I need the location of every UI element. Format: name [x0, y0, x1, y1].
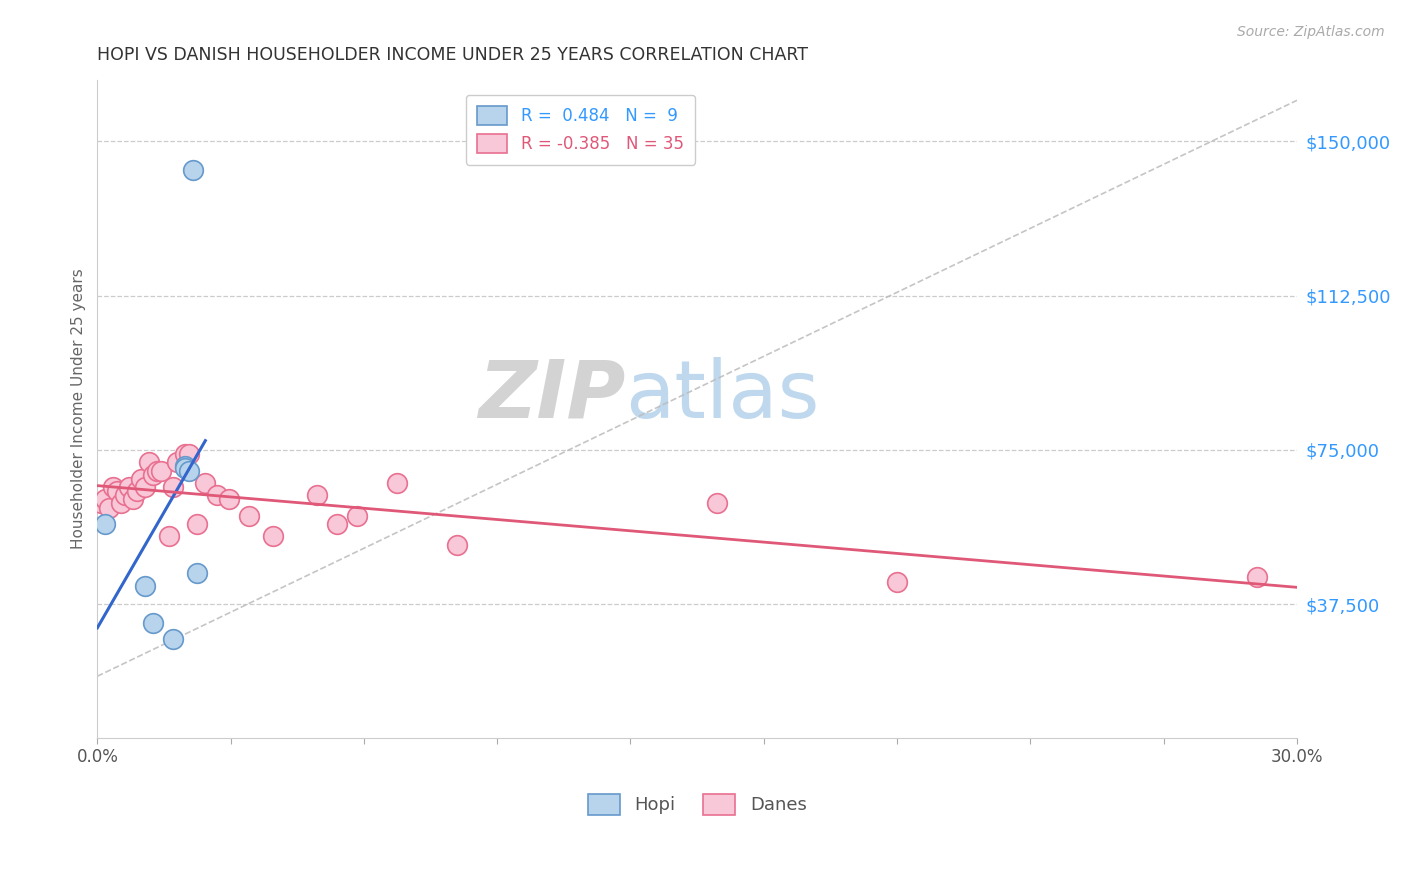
Point	[218, 492, 240, 507]
Text: atlas: atlas	[626, 357, 820, 434]
Point	[1246, 570, 1268, 584]
Y-axis label: Householder Income Under 25 years: Householder Income Under 25 years	[72, 268, 86, 549]
Point	[157, 529, 180, 543]
Point	[174, 447, 197, 461]
Point	[142, 467, 165, 482]
Point	[194, 475, 217, 490]
Text: Source: ZipAtlas.com: Source: ZipAtlas.com	[1237, 25, 1385, 39]
Point	[114, 488, 136, 502]
Point	[122, 492, 145, 507]
Point	[162, 480, 184, 494]
Point	[326, 516, 349, 531]
Point	[207, 488, 229, 502]
Point	[186, 566, 208, 581]
Point	[179, 447, 201, 461]
Point	[105, 484, 128, 499]
Point	[238, 508, 260, 523]
Point	[94, 516, 117, 531]
Point	[166, 455, 188, 469]
Point	[186, 516, 208, 531]
Point	[179, 463, 201, 477]
Point	[138, 455, 160, 469]
Point	[150, 463, 173, 477]
Point	[446, 538, 468, 552]
Text: ZIP: ZIP	[478, 357, 626, 434]
Point	[142, 615, 165, 630]
Point	[146, 463, 169, 477]
Point	[134, 579, 156, 593]
Point	[134, 480, 156, 494]
Point	[174, 459, 197, 474]
Point	[183, 163, 205, 178]
Point	[98, 500, 121, 515]
Point	[94, 492, 117, 507]
Point	[387, 475, 409, 490]
Point	[110, 496, 132, 510]
Point	[162, 632, 184, 647]
Legend: Hopi, Danes: Hopi, Danes	[581, 787, 814, 822]
Point	[346, 508, 368, 523]
Point	[262, 529, 284, 543]
Point	[127, 484, 149, 499]
Point	[886, 574, 908, 589]
Point	[307, 488, 329, 502]
Point	[118, 480, 141, 494]
Point	[131, 472, 153, 486]
Point	[174, 461, 197, 475]
Text: HOPI VS DANISH HOUSEHOLDER INCOME UNDER 25 YEARS CORRELATION CHART: HOPI VS DANISH HOUSEHOLDER INCOME UNDER …	[97, 46, 808, 64]
Point	[103, 480, 125, 494]
Point	[90, 496, 112, 510]
Point	[706, 496, 728, 510]
